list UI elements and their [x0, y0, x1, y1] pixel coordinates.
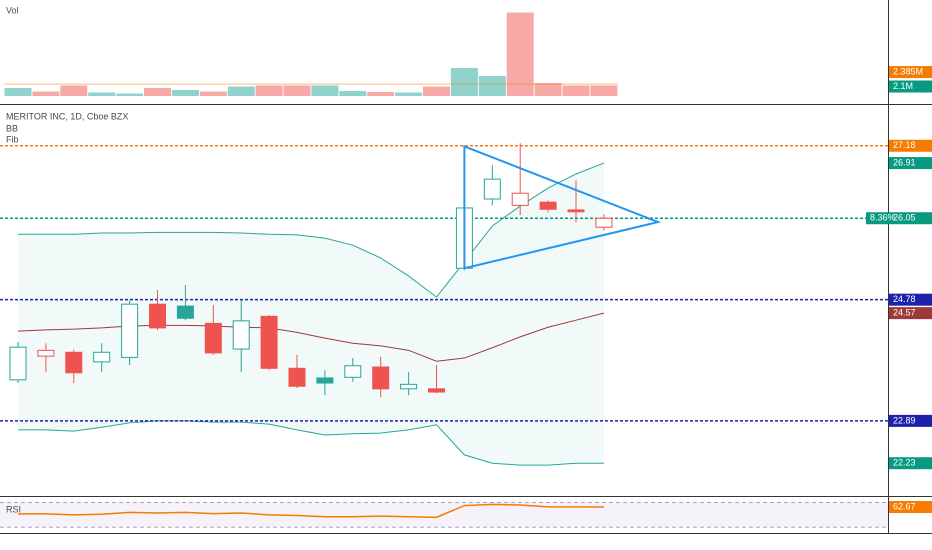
bb-lower-label-box: [889, 457, 932, 470]
volume-bar: [32, 91, 60, 96]
volume-bar: [423, 86, 450, 96]
volume-bar: [339, 91, 367, 96]
volume-bar: [255, 85, 283, 96]
volume-bar: [88, 92, 116, 96]
level-label: 27.18: [893, 140, 916, 150]
volume-bar: [4, 88, 32, 96]
bb-middle-label-box: [889, 307, 932, 320]
volume-bar: [116, 93, 144, 96]
volume-ma-label-box: [889, 66, 932, 79]
volume-bar: [562, 85, 590, 96]
volume-bar: [199, 91, 227, 96]
bb-lower-label: 22.23: [893, 458, 916, 468]
labels: 27.18 26.058.36% 24.78 22.89 26.91 24.57 22.23…: [866, 66, 932, 514]
rsi-last-label-box: [889, 501, 932, 514]
candle-body: [232, 320, 250, 350]
candle-body: [400, 383, 418, 390]
volume-bar: [590, 85, 618, 96]
candle-body: [65, 351, 83, 374]
volume-bar: [506, 12, 534, 96]
bb-middle: [17, 312, 605, 362]
candle-body: [204, 322, 222, 354]
rsi-line: [18, 503, 604, 519]
rsi-title: RSI: [6, 504, 21, 514]
candle-body: [288, 367, 306, 387]
volume-bar: [534, 83, 562, 96]
level-label-box: [889, 414, 932, 427]
marks: [0, 12, 888, 528]
volume-bar: [311, 85, 339, 96]
level-label-box: [889, 293, 932, 306]
level-label: 22.89: [893, 415, 916, 425]
candle-body: [37, 349, 55, 357]
candle-body: [483, 178, 501, 200]
volume-bar: [395, 92, 423, 96]
volume-bar: [227, 86, 255, 96]
volume-last-label-box: [889, 80, 932, 93]
bb-fill: [18, 163, 604, 466]
indicator-label: BB: [6, 123, 18, 133]
bb-middle-label: 24.57: [893, 308, 916, 318]
candle-body: [260, 315, 278, 369]
candle-body: [567, 209, 585, 213]
level-label-box: [889, 139, 932, 152]
level-label: 24.78: [893, 294, 916, 304]
volume-last-label: 2.1M: [893, 81, 913, 91]
volume-bar: [171, 90, 199, 96]
bb-upper: [18, 162, 605, 298]
change-label: 8.36%: [870, 213, 896, 223]
bb-upper-label-box: [889, 157, 932, 170]
candle-body: [344, 365, 362, 378]
candle-body: [176, 305, 194, 319]
bb-lower: [18, 420, 604, 466]
candle-body: [595, 217, 613, 228]
candle-body: [511, 192, 529, 206]
change-label-box: [866, 212, 889, 225]
volume-bar: [367, 92, 395, 96]
candle-body: [9, 346, 27, 381]
candle-body: [93, 351, 111, 363]
candle-body: [149, 303, 166, 329]
volume-bar: [144, 88, 171, 96]
candle-body: [121, 303, 139, 358]
indicator-label: Fib: [6, 134, 19, 144]
volume-bar: [450, 68, 478, 96]
level-label: 26.05: [893, 213, 916, 223]
triangle-drawing: [463, 144, 662, 270]
rsi-last-label: 62.67: [893, 501, 916, 511]
candle-body: [539, 201, 557, 210]
candle-body: [372, 366, 390, 390]
volume-bar: [283, 85, 311, 96]
chart-title: MERITOR INC, 1D, Cboe BZX: [6, 111, 128, 121]
volume-ma-label: 2.385M: [893, 66, 923, 76]
volume-title: Vol: [6, 5, 19, 15]
level-label-box: [889, 212, 932, 225]
volume-bar: [60, 85, 88, 96]
volume-bar: [478, 76, 506, 96]
bb-upper-label: 26.91: [893, 157, 916, 167]
candle-body: [428, 388, 445, 393]
candle-body: [316, 377, 334, 384]
